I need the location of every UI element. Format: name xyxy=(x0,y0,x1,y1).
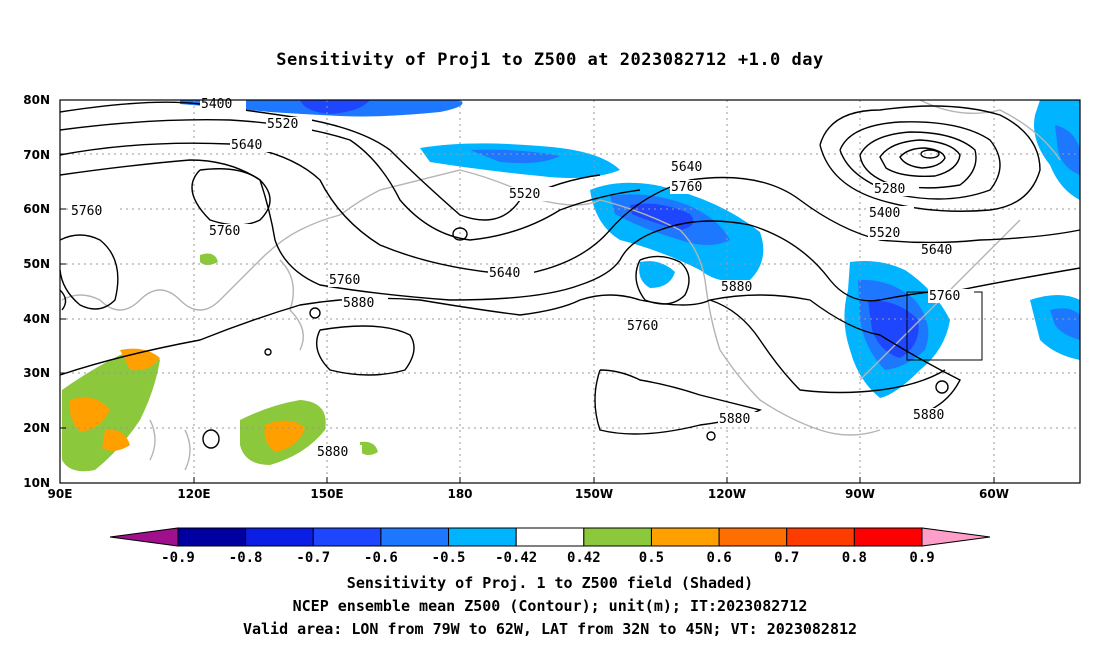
contour-label: 5760 xyxy=(329,273,360,288)
colorbar-label: -0.9 xyxy=(161,550,195,566)
contour-label: 5400 xyxy=(869,206,900,221)
colorbar-cell xyxy=(583,527,652,547)
contour-label: 5640 xyxy=(231,138,262,153)
colorbar-cell xyxy=(853,527,923,547)
map-frame xyxy=(59,99,1081,484)
figure-title: Sensitivity of Proj1 to Z500 at 20230827… xyxy=(276,50,824,70)
contour-label: 5520 xyxy=(869,226,900,241)
colorbar-cell xyxy=(650,527,720,547)
colorbar-cell xyxy=(380,527,450,547)
lon-tick-label: 150E xyxy=(310,487,343,501)
contour-labels: 5400 5520 5640 5760 5760 5520 5640 5760 … xyxy=(70,97,974,460)
colorbar-cell xyxy=(177,527,247,547)
contour-label: 5520 xyxy=(509,187,540,202)
caption-valid-area: Valid area: LON from 79W to 62W, LAT fro… xyxy=(242,620,858,638)
contour-label: 5880 xyxy=(913,408,944,423)
lon-labels: 90E 120E 150E 180 150W 120W 90W 60W xyxy=(48,487,1009,501)
contour-label: 5280 xyxy=(874,182,905,197)
lon-tick-label: 90E xyxy=(48,487,73,501)
colorbar-label: 0.6 xyxy=(706,550,731,566)
contour-label: 5640 xyxy=(921,243,952,258)
colorbar-label: 0.5 xyxy=(639,550,664,566)
map-gridlines xyxy=(60,100,1080,483)
contour-label: 5760 xyxy=(71,204,102,219)
contour-label: 5760 xyxy=(627,319,658,334)
contour-label: 5880 xyxy=(343,296,374,311)
colorbar-cell xyxy=(718,527,788,547)
contour-label: 5880 xyxy=(317,445,348,460)
caption-contour: NCEP ensemble mean Z500 (Contour); unit(… xyxy=(292,597,808,615)
contour-label: 5640 xyxy=(671,160,702,175)
sensitivity-shading xyxy=(62,100,1080,472)
contour-label: 5760 xyxy=(929,289,960,304)
lon-tick-label: 120W xyxy=(708,487,746,501)
colorbar-left-arrow xyxy=(109,527,179,547)
lon-tick-label: 120E xyxy=(177,487,210,501)
colorbar-label: -0.7 xyxy=(296,550,330,566)
lat-tick-label: 40N xyxy=(23,312,50,326)
contour-label: 5760 xyxy=(209,224,240,239)
contour-label: 5880 xyxy=(719,412,750,427)
lat-labels: 80N 70N 60N 50N 40N 30N 20N 10N xyxy=(23,93,50,490)
colorbar: -0.9 -0.8 -0.7 -0.6 -0.5 -0.42 0.42 0.5 0.6 0.7 0.… xyxy=(109,527,991,566)
colorbar-cell xyxy=(312,527,382,547)
caption-shading: Sensitivity of Proj. 1 to Z500 field (Sh… xyxy=(346,574,754,592)
contour-label: 5880 xyxy=(721,280,752,295)
colorbar-cell xyxy=(515,527,585,547)
lat-tick-label: 20N xyxy=(23,421,50,435)
colorbar-label: 0.8 xyxy=(842,550,867,566)
lat-tick-label: 30N xyxy=(23,366,50,380)
lon-tick-label: 150W xyxy=(575,487,613,501)
colorbar-label: -0.8 xyxy=(229,550,263,566)
colorbar-cell xyxy=(245,527,314,547)
contour-label: 5400 xyxy=(201,97,232,112)
contour-label: 5520 xyxy=(267,117,298,132)
colorbar-label: 0.7 xyxy=(774,550,799,566)
contour-label: 5760 xyxy=(671,180,702,195)
lat-tick-label: 60N xyxy=(23,202,50,216)
lon-tick-label: 90W xyxy=(845,487,875,501)
colorbar-cell xyxy=(786,527,855,547)
colorbar-label: -0.5 xyxy=(432,550,466,566)
colorbar-label: 0.9 xyxy=(909,550,934,566)
lat-tick-label: 80N xyxy=(23,93,50,107)
lon-tick-label: 180 xyxy=(447,487,472,501)
lat-tick-label: 10N xyxy=(23,476,50,490)
lat-tick-label: 70N xyxy=(23,148,50,162)
colorbar-label: -0.6 xyxy=(364,550,398,566)
lon-tick-label: 60W xyxy=(979,487,1009,501)
colorbar-label: -0.42 xyxy=(495,550,537,566)
colorbar-cell xyxy=(448,527,517,547)
colorbar-label: 0.42 xyxy=(567,550,601,566)
colorbar-right-arrow xyxy=(921,527,991,547)
contour-label: 5640 xyxy=(489,266,520,281)
lat-tick-label: 50N xyxy=(23,257,50,271)
axis-ticks xyxy=(60,99,995,484)
